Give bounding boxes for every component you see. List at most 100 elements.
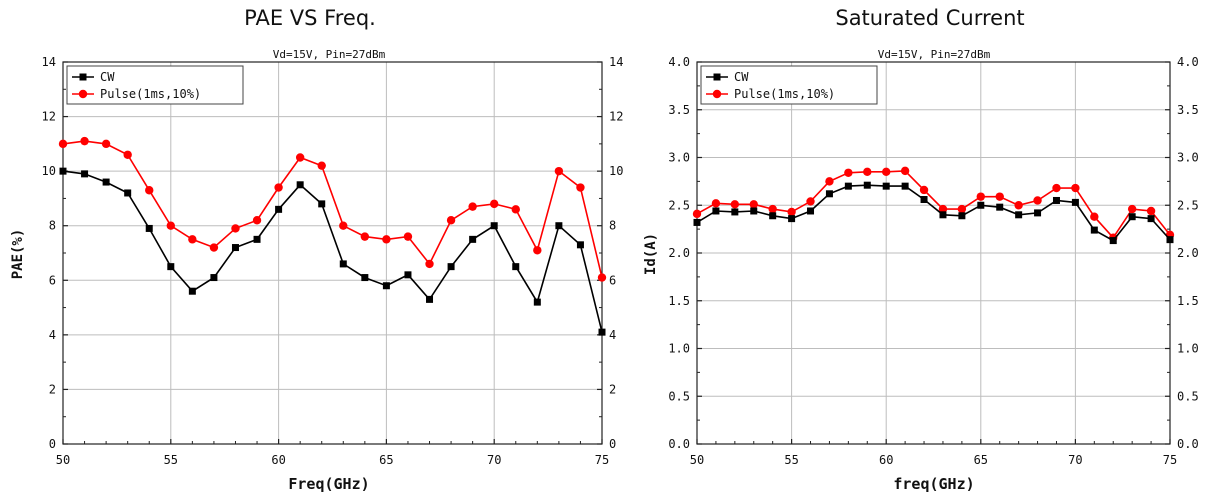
pae-legend-marker-pulse (78, 89, 88, 99)
pae-ytick-label-right: 14 (609, 55, 623, 69)
current-ytick-label: 1.5 (668, 294, 690, 308)
current-legend-box (700, 65, 878, 105)
current-point-pulse (863, 167, 872, 177)
current-chart-xlabel: freq(GHz) (893, 475, 974, 493)
current-point-cw (693, 218, 701, 226)
pae-point-cw (404, 271, 412, 279)
current-ytick-label: 1.0 (668, 342, 690, 356)
current-ytick-label-right: 1.0 (1177, 342, 1199, 356)
pae-point-pulse (58, 139, 68, 149)
current-point-cw (1147, 215, 1155, 223)
current-point-pulse (900, 166, 910, 176)
pae-point-pulse (382, 235, 391, 244)
pae-point-cw (533, 298, 541, 306)
pae-point-cw (275, 205, 283, 213)
current-point-pulse (957, 204, 967, 214)
pae-point-cw (81, 170, 89, 178)
pae-point-pulse (339, 221, 348, 230)
pae-point-cw (167, 263, 175, 271)
current-ytick-label: 0.5 (668, 389, 690, 403)
current-point-pulse (1090, 212, 1099, 221)
current-point-cw (1071, 198, 1079, 206)
current-point-cw (807, 207, 815, 215)
pae-point-pulse (425, 259, 434, 269)
pae-point-cw (253, 235, 261, 243)
current-xtick-label: 60 (879, 453, 893, 467)
pae-point-pulse (80, 136, 89, 146)
pae-legend-label: Pulse(1ms,10%) (100, 87, 201, 101)
current-point-cw (750, 207, 758, 215)
current-point-cw (1166, 236, 1174, 244)
pae-ytick-label: 2 (49, 382, 56, 396)
current-point-pulse (1146, 206, 1156, 216)
current-point-cw (882, 182, 890, 190)
pae-point-cw (210, 274, 218, 282)
current-point-cw (1128, 213, 1136, 221)
current-chart-subtitle: Vd=15V, Pin=27dBm (878, 48, 991, 61)
pae-point-cw (469, 235, 477, 243)
current-xtick-label: 50 (690, 453, 704, 467)
current-ytick-label-right: 3.0 (1177, 151, 1199, 165)
current-point-cw (788, 215, 796, 223)
pae-ytick-label: 12 (42, 110, 56, 124)
pae-ytick-label-right: 0 (609, 437, 616, 451)
pae-point-pulse (145, 186, 154, 195)
pae-point-cw (382, 282, 390, 290)
pae-legend-box (66, 65, 244, 105)
current-point-pulse (976, 192, 985, 201)
current-point-pulse (806, 197, 815, 206)
current-ytick-label: 2.5 (668, 198, 690, 212)
current-ytick-label: 0.0 (668, 437, 690, 451)
pae-point-cw (555, 222, 563, 230)
current-point-pulse (1014, 201, 1023, 210)
pae-ytick-label: 0 (49, 437, 56, 451)
pae-xtick-label: 55 (164, 453, 178, 467)
current-point-cw (863, 181, 871, 189)
pae-point-cw (490, 222, 498, 230)
pae-point-cw (296, 181, 304, 189)
pae-ytick-label: 14 (42, 55, 56, 69)
current-point-cw (1109, 237, 1117, 245)
pae-point-cw (231, 244, 239, 252)
pae-point-pulse (188, 235, 197, 244)
pae-ytick-label-right: 12 (609, 110, 623, 124)
pae-point-pulse (317, 161, 326, 170)
current-legend-label: Pulse(1ms,10%) (734, 87, 835, 101)
current-point-cw (1052, 196, 1060, 204)
pae-point-pulse (446, 216, 456, 225)
current-legend-marker-pulse (712, 89, 722, 99)
current-point-cw (1015, 211, 1023, 219)
pae-series-line-pulse (62, 140, 603, 278)
current-chart-ylabel: Id(A) (643, 233, 659, 275)
pae-chart: Vd=15V, Pin=27dBm Freq(GHz) PAE(%) 0 0 2 2 4… (10, 48, 623, 493)
current-point-pulse (1033, 196, 1042, 205)
current-point-cw (825, 190, 833, 198)
pae-point-cw (598, 328, 606, 336)
current-legend-label: CW (734, 70, 749, 84)
pae-ytick-label: 6 (49, 273, 56, 287)
current-point-cw (920, 196, 928, 204)
pae-point-pulse (231, 224, 240, 233)
pae-point-pulse (511, 205, 520, 214)
pae-point-pulse (166, 221, 175, 230)
current-xtick-label: 70 (1068, 453, 1082, 467)
current-point-pulse (844, 168, 853, 177)
pae-xtick-label: 60 (271, 453, 285, 467)
pae-ytick-label: 8 (49, 219, 56, 233)
current-ytick-label: 4.0 (668, 55, 690, 69)
pae-point-pulse (597, 273, 607, 282)
pae-point-pulse (123, 150, 132, 159)
pae-point-pulse (252, 216, 262, 225)
current-point-cw (977, 201, 985, 209)
current-point-pulse (711, 199, 721, 208)
pae-ytick-label-right: 2 (609, 382, 616, 396)
current-ytick-label-right: 4.0 (1177, 55, 1199, 69)
pae-point-pulse (101, 139, 111, 149)
pae-legend-marker-cw (79, 73, 87, 81)
pae-point-pulse (295, 153, 305, 162)
pae-point-cw (102, 178, 110, 186)
current-ytick-label-right: 3.5 (1177, 103, 1199, 117)
current-legend-marker-cw (713, 73, 721, 81)
pae-point-cw (576, 241, 584, 249)
